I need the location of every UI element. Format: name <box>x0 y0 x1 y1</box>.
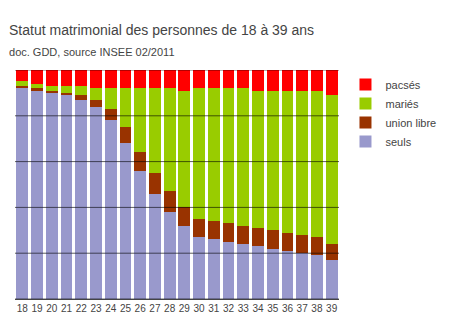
svg-text:doc. GDD, source INSEE 02/2011: doc. GDD, source INSEE 02/2011 <box>9 46 175 58</box>
svg-text:37: 37 <box>297 303 309 314</box>
svg-text:21: 21 <box>61 303 73 314</box>
svg-text:32: 32 <box>223 303 235 314</box>
svg-text:26: 26 <box>135 303 147 314</box>
svg-text:18: 18 <box>17 303 29 314</box>
svg-text:20: 20 <box>46 303 58 314</box>
svg-text:24: 24 <box>105 303 117 314</box>
svg-text:36: 36 <box>282 303 294 314</box>
svg-text:38: 38 <box>311 303 323 314</box>
svg-text:34: 34 <box>252 303 264 314</box>
svg-text:22: 22 <box>76 303 88 314</box>
svg-text:Statut matrimonial des personn: Statut matrimonial des personnes de 18 à… <box>9 22 314 38</box>
svg-text:pacsés: pacsés <box>385 79 420 91</box>
svg-text:mariés: mariés <box>385 98 419 110</box>
svg-text:31: 31 <box>208 303 220 314</box>
svg-text:23: 23 <box>90 303 102 314</box>
svg-text:25: 25 <box>120 303 132 314</box>
svg-text:27: 27 <box>149 303 161 314</box>
svg-text:33: 33 <box>238 303 250 314</box>
svg-text:29: 29 <box>179 303 191 314</box>
svg-text:19: 19 <box>32 303 44 314</box>
svg-text:30: 30 <box>194 303 206 314</box>
svg-text:union libre: union libre <box>385 117 436 129</box>
svg-text:seuls: seuls <box>385 136 411 148</box>
svg-text:39: 39 <box>326 303 338 314</box>
svg-text:35: 35 <box>267 303 279 314</box>
svg-text:28: 28 <box>164 303 176 314</box>
